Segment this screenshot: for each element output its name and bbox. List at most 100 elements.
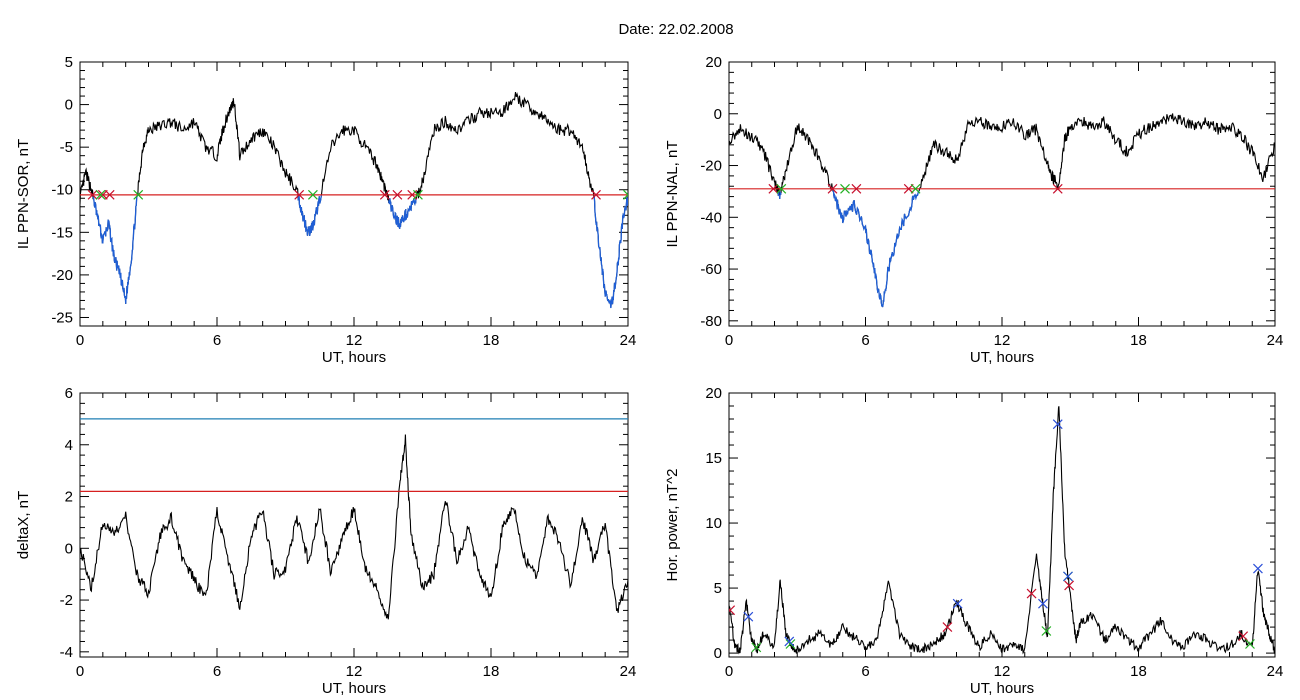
x-tick-label: 12 (994, 663, 1011, 680)
x-tick-label: 12 (346, 332, 363, 349)
panel-ppn-nal: 0 6 12 18 24 20 0 -20 -40 -60 -80 UT, hours IL PPN-N… (664, 54, 1283, 366)
x-tick-label: 24 (620, 663, 637, 680)
marker-red (294, 189, 305, 200)
plot-frame (728, 61, 1276, 327)
marker-red (729, 605, 736, 616)
y-tick-label: 20 (705, 385, 722, 402)
y-tick-label: -60 (700, 261, 722, 278)
y-axis-label: deltaX, nT (15, 491, 32, 559)
y-axis-label: IL PPN-SOR, nT (15, 139, 32, 249)
x-axis-label: UT, hours (322, 680, 386, 697)
x-tick-label: 6 (861, 332, 869, 349)
x-axis-label: UT, hours (322, 349, 386, 366)
marker-green (95, 189, 106, 200)
y-tick-label: 6 (65, 385, 73, 402)
x-axis-label: UT, hours (970, 680, 1034, 697)
y-tick-label: 0 (714, 106, 722, 123)
marker-red (87, 189, 98, 200)
marker-green (910, 183, 921, 194)
series-line (80, 92, 628, 309)
x-tick-label: 12 (994, 332, 1011, 349)
y-tick-label: 4 (65, 437, 73, 454)
y-tick-label: -4 (60, 644, 73, 661)
marker-blue (1052, 419, 1063, 430)
marker-green (751, 642, 762, 653)
marker-green (840, 183, 850, 194)
x-tick-label: 6 (861, 663, 869, 680)
y-tick-label: 5 (714, 580, 722, 597)
marker-red (768, 183, 779, 194)
y-tick-label: 0 (714, 645, 722, 662)
x-tick-label: 12 (346, 663, 363, 680)
marker-red (392, 189, 403, 200)
x-tick-label: 24 (1267, 332, 1284, 349)
marker-green (623, 189, 628, 200)
below-threshold-segment (778, 190, 1057, 307)
y-tick-label: 15 (705, 450, 722, 467)
x-tick-label: 18 (1130, 663, 1147, 680)
x-tick-label: 18 (1130, 332, 1147, 349)
marker-red (379, 189, 390, 200)
marker-red (591, 189, 601, 200)
plot-frame (79, 392, 629, 658)
y-tick-label: -5 (60, 139, 73, 156)
y-axis-label: IL PPN-NAL, nT (664, 141, 681, 248)
marker-red (851, 183, 862, 194)
marker-red (1064, 580, 1075, 591)
y-tick-label: -40 (700, 209, 722, 226)
y-tick-label: 10 (705, 515, 722, 532)
y-tick-label: 2 (65, 489, 73, 506)
marker-red (827, 183, 838, 194)
marker-green (1245, 639, 1255, 649)
marker-red (1238, 631, 1249, 642)
x-tick-label: 24 (620, 332, 637, 349)
panel-hor-power: 0 6 12 18 24 20 15 10 5 0 UT, hours Hor. power, nT^… (664, 385, 1283, 697)
x-tick-label: 18 (483, 663, 500, 680)
x-tick-label: 24 (1267, 663, 1284, 680)
x-tick-label: 18 (483, 332, 500, 349)
y-tick-label: -20 (700, 158, 722, 175)
panel-ppn-sor: 0 6 12 18 24 5 0 -5 -10 -15 -20 -25 UT, hours IL PPN-… (15, 54, 636, 366)
marker-blue (952, 598, 963, 609)
marker-blue (1253, 563, 1263, 574)
x-tick-label: 0 (76, 663, 84, 680)
y-tick-label: -20 (51, 267, 73, 284)
y-tick-label: 20 (705, 54, 722, 71)
y-tick-label: 0 (65, 97, 73, 114)
marker-red (104, 189, 115, 200)
y-axis-label: Hor. power, nT^2 (664, 469, 681, 582)
y-tick-label: -10 (51, 182, 73, 199)
marker-red (1026, 588, 1037, 599)
marker-green (133, 189, 144, 200)
y-tick-label: -25 (51, 309, 73, 326)
x-tick-label: 6 (213, 663, 221, 680)
x-tick-label: 6 (213, 332, 221, 349)
x-tick-label: 0 (76, 332, 84, 349)
marker-green (413, 189, 423, 200)
y-tick-label: -2 (60, 592, 73, 609)
marker-blue (1063, 571, 1073, 582)
marker-red (1052, 183, 1063, 194)
marker-blue (1038, 598, 1048, 609)
plot-frame (79, 61, 629, 327)
x-axis-label: UT, hours (970, 349, 1034, 366)
figure-title: Date: 22.02.2008 (618, 21, 733, 38)
marker-red (942, 622, 953, 633)
x-tick-label: 0 (725, 332, 733, 349)
series-line (80, 434, 628, 620)
y-tick-label: 5 (65, 54, 73, 71)
marker-green (307, 189, 318, 200)
y-tick-label: 0 (65, 540, 73, 557)
series-line (729, 406, 1275, 656)
marker-green (776, 183, 787, 194)
plot-frame (728, 392, 1276, 658)
y-tick-label: -80 (700, 313, 722, 330)
marker-blue (743, 611, 754, 622)
panel-deltax: 0 6 12 18 24 6 4 2 0 -2 -4 UT, hours deltaX, nT (15, 385, 636, 697)
y-tick-label: -15 (51, 224, 73, 241)
marker-red (97, 189, 108, 200)
x-tick-label: 0 (725, 663, 733, 680)
marker-green (785, 639, 796, 649)
marker-green (1041, 626, 1052, 636)
